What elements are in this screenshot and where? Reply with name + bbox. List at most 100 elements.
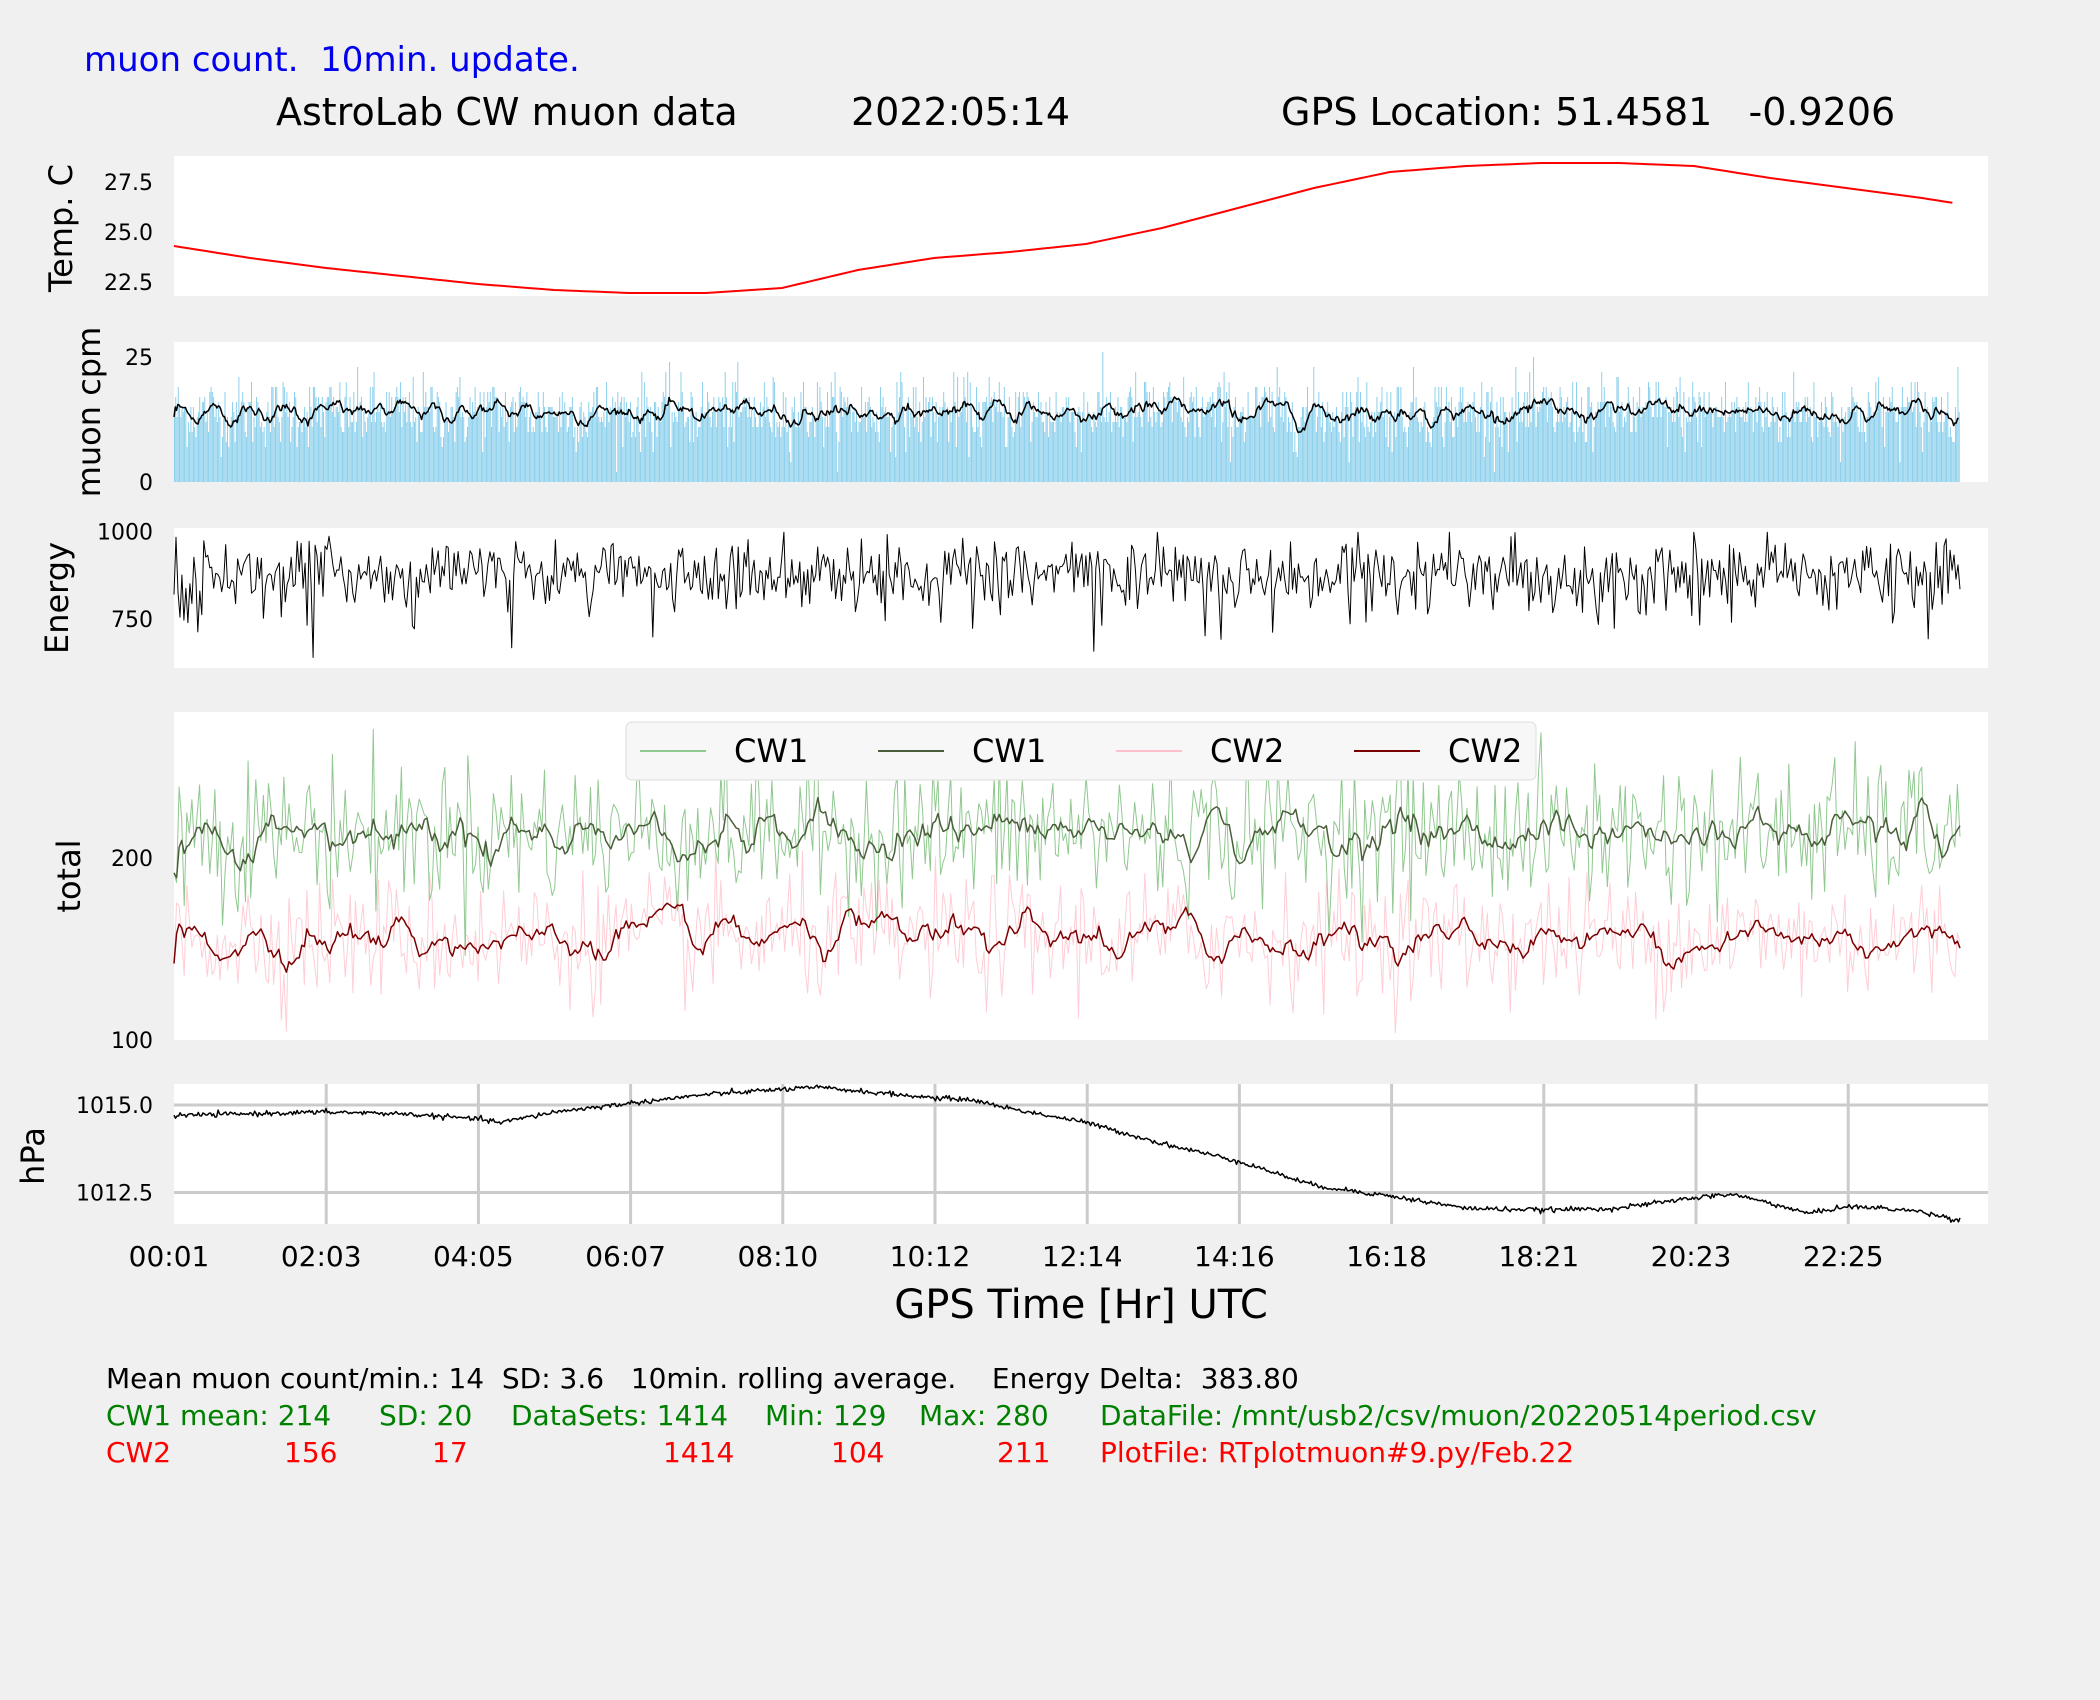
muon-bar	[560, 427, 562, 482]
muon-bar	[1025, 407, 1027, 482]
muon-bar	[1442, 437, 1444, 482]
muon-bar	[628, 422, 630, 482]
muon-bar	[815, 422, 817, 482]
muon-bar	[1584, 442, 1586, 482]
muon-bar	[638, 432, 640, 482]
muon-bar	[892, 422, 894, 482]
muon-bar	[1178, 397, 1180, 482]
muon-bar	[703, 417, 705, 482]
muon-bar	[623, 397, 625, 482]
muon-bar	[1699, 397, 1701, 482]
muon-bar	[1339, 442, 1341, 482]
muon-bar	[1317, 417, 1319, 482]
muon-bar	[1768, 427, 1769, 482]
muon-bar	[1842, 432, 1844, 482]
muon-bar	[976, 387, 978, 482]
muon-bar	[1649, 387, 1651, 482]
muon-bar	[652, 452, 654, 482]
muon-bar	[1135, 372, 1137, 482]
muon-bar	[555, 417, 557, 482]
muon-bar	[206, 412, 208, 482]
muon-bar	[581, 437, 583, 482]
muon-bar	[1115, 407, 1116, 482]
muon-bar	[651, 432, 653, 482]
muon-bar	[575, 452, 577, 482]
muon-bar	[1404, 427, 1406, 482]
muon-bar	[198, 412, 199, 482]
muon-bar	[1286, 432, 1288, 482]
muon-bar	[1175, 402, 1177, 482]
muon-bar	[588, 402, 590, 482]
muon-bar	[1209, 397, 1211, 482]
muon-bar	[1234, 397, 1236, 482]
muon-bar	[397, 397, 399, 482]
muon-bar	[1890, 402, 1892, 482]
muon-bar	[1022, 392, 1024, 482]
muon-bar	[1583, 417, 1585, 482]
muon-bar	[983, 402, 985, 482]
muon-bar	[1618, 412, 1620, 482]
muon-bar	[683, 407, 684, 482]
muon-bar	[1543, 387, 1545, 482]
muon-bar	[1097, 392, 1099, 482]
muon-bar	[1731, 402, 1733, 482]
muon-bar	[1186, 417, 1188, 482]
muon-bar	[1454, 407, 1456, 482]
muon-bar	[856, 412, 858, 482]
muon-bar	[516, 427, 518, 482]
muon-bar	[958, 417, 960, 482]
muon-bar	[904, 427, 906, 482]
muon-bar	[875, 432, 876, 482]
muon-bar	[614, 402, 616, 482]
muon-bar	[912, 387, 914, 482]
muon-bar	[497, 402, 499, 482]
muon-bar	[190, 407, 192, 482]
muon-bar	[1164, 397, 1166, 482]
muon-bar	[331, 412, 333, 482]
muon-bar	[849, 407, 851, 482]
muon-bar	[456, 387, 458, 482]
muon-bar	[671, 412, 673, 482]
muon-bar	[784, 427, 786, 482]
muon-bar	[336, 407, 338, 482]
muon-bar	[655, 402, 657, 482]
muon-bar	[229, 427, 231, 482]
muon-bar	[1845, 412, 1847, 482]
muon-bar	[1733, 402, 1735, 482]
muon-bar	[1906, 397, 1908, 482]
muon-bar	[1732, 412, 1734, 482]
muon-bar	[1122, 437, 1124, 482]
stats-cw1: CW1 mean: 214 SD: 20 DataSets: 1414 Min:…	[106, 1399, 1817, 1630]
muon-bar	[1366, 382, 1368, 482]
muon-bar	[1894, 407, 1896, 482]
muon-bar	[1918, 392, 1920, 482]
muon-bar	[1653, 417, 1655, 482]
muon-bar	[459, 377, 461, 482]
muon-bar	[977, 427, 979, 482]
muon-bar	[760, 402, 762, 482]
muon-bar	[1246, 417, 1248, 482]
muon-bar	[1939, 422, 1941, 482]
muon-bar	[627, 412, 629, 482]
muon-bar	[537, 392, 539, 482]
muon-bar	[540, 417, 542, 482]
muon-bar	[1520, 407, 1522, 482]
muon-bar	[1088, 412, 1090, 482]
muon-bar	[1915, 427, 1917, 482]
muon-bar	[791, 407, 793, 482]
muon-bar	[1170, 397, 1172, 482]
muon-bar	[181, 407, 183, 482]
muon-rolling-line	[173, 396, 1959, 434]
muon-bar	[1301, 407, 1303, 482]
muon-bar	[674, 412, 676, 482]
muon-bar	[598, 417, 600, 482]
muon-bar	[1751, 412, 1753, 482]
muon-bar	[1051, 422, 1053, 482]
muon-bar	[1157, 402, 1159, 482]
muon-bar	[1721, 397, 1723, 482]
muon-bar	[391, 397, 393, 482]
muon-bar	[944, 402, 946, 482]
muon-bar	[1346, 392, 1348, 482]
muon-bar	[278, 422, 280, 482]
muon-bar	[619, 402, 621, 482]
